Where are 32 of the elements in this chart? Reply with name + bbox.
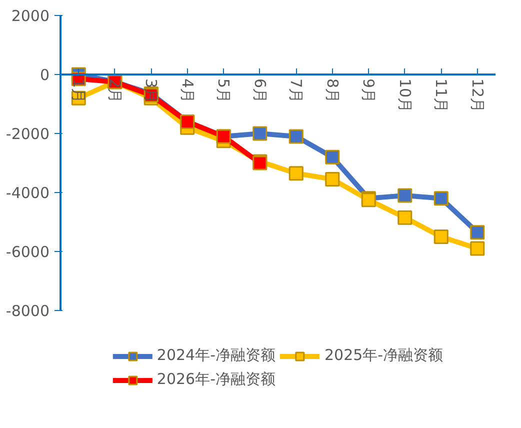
- y-tick-label: -6000: [6, 243, 50, 261]
- legend-label: 2024年-净融资额: [156, 346, 276, 365]
- y-tick-label: -2000: [6, 125, 50, 143]
- x-tick-label: 1月: [70, 78, 88, 104]
- point: [325, 150, 340, 164]
- point: [398, 210, 412, 225]
- legend-label: 2025年-净融资额: [324, 346, 444, 365]
- x-tick-label: 9月: [360, 78, 378, 104]
- point: [470, 225, 485, 240]
- y-tick-label: -8000: [6, 302, 50, 320]
- point: [288, 166, 304, 181]
- legend-label: 2026年-净融资额: [156, 370, 276, 389]
- x-tick-label: 12月: [468, 78, 486, 113]
- x-tick-label: 7月: [287, 78, 306, 104]
- y-tick-label: -4000: [6, 184, 50, 202]
- x-tick-label: 10月: [396, 78, 414, 113]
- y-tick-label: 2000: [11, 7, 50, 25]
- y-tick-label: 0: [40, 66, 50, 84]
- point: [470, 241, 485, 256]
- x-tick-label: 5月: [214, 78, 233, 104]
- x-tick-label: 2月: [106, 78, 124, 104]
- x-tick-label: 3月: [142, 78, 160, 104]
- x-tick-label: 8月: [323, 78, 342, 104]
- x-tick-label: 4月: [178, 78, 196, 104]
- point: [252, 126, 268, 141]
- point: [434, 191, 448, 206]
- point: [434, 230, 448, 244]
- x-tick-label: 11月: [432, 78, 450, 113]
- point: [325, 172, 340, 186]
- point: [398, 188, 412, 203]
- point: [288, 129, 304, 144]
- x-tick-label: 6月: [250, 78, 269, 104]
